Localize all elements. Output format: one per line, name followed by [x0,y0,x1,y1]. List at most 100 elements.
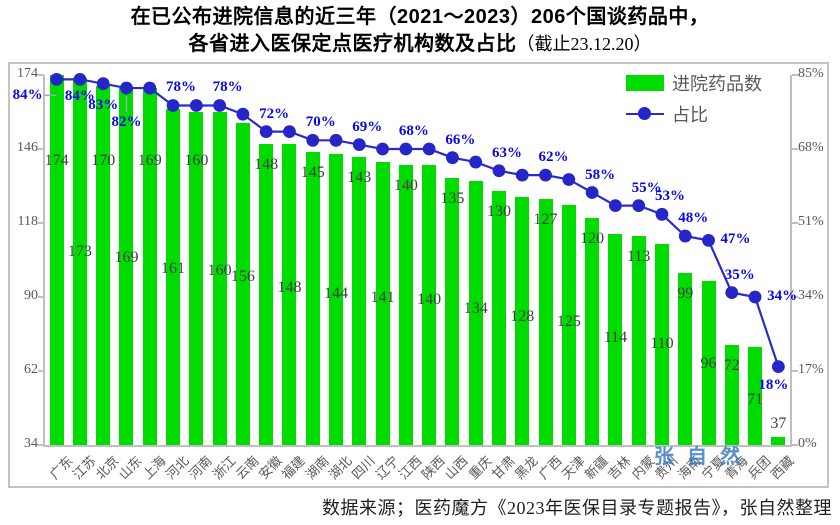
bar-重庆 [468,180,483,445]
pct-label-北京: 83% [88,96,119,113]
y-axis-right-line [790,75,792,447]
line-dot-上海 [143,81,157,95]
line-dot-广西 [539,168,552,182]
bar-内蒙 [631,236,646,445]
y-axis-left-label: 90 [24,288,38,303]
line-dot-广东 [50,72,64,86]
bar-value-label: 141 [370,289,395,307]
source-caption: 数据来源；医药魔方《2023年医保目录专题报告》，张自然整理 [322,498,832,518]
y-axis-right-tick [792,444,798,446]
line-dot-西藏 [771,360,785,374]
bar-天津 [561,204,576,445]
bar-江西 [398,164,413,445]
bar-value-label: 156 [230,267,255,285]
line-dot-江西 [399,142,413,156]
y-axis-left-tick [38,370,44,372]
bar-value-label: 169 [137,152,162,169]
pct-label-河北: 78% [166,79,197,96]
pct-label-湖南: 70% [305,114,336,131]
bar-value-label: 143 [347,168,372,186]
bar-value-label: 174 [44,152,69,169]
chart-title-line2: 各省进入医保定点医疗机构数及占比（截止23.12.20） [0,31,840,58]
bar-湖北 [329,154,344,445]
y-axis-right-tick [792,370,798,372]
bar-黑龙 [515,196,530,445]
pct-label-山东: 82% [111,114,142,131]
pct-label-广东: 84% [12,87,43,104]
bar-value-label: 173 [67,242,92,260]
pct-label-浙江: 78% [212,79,243,96]
bar-value-label: 148 [254,155,279,173]
bar-北京 [96,85,111,445]
y-axis-right-tick [792,296,798,298]
line-dot-天津 [562,173,576,186]
line-dot-黑龙 [515,168,529,182]
legend-line-dot-icon [638,107,651,120]
legend: 进院药品数 占比 [626,74,762,136]
line-dot-吉林 [608,199,622,212]
bar-湖南 [305,151,320,445]
bar-value-label: 120 [580,229,605,247]
line-dot-贵州 [655,207,669,221]
bar-value-label: 170 [91,152,116,169]
bar-value-label: 140 [393,176,418,194]
pct-label-青海: 35% [724,266,755,283]
bar-value-label: 135 [440,190,465,208]
bar-value-label: 125 [556,312,581,330]
y-axis-left-tick [38,296,44,298]
bar-value-label: 99 [677,285,694,303]
pct-label-海南: 48% [678,210,709,227]
legend-line-swatch-icon [626,106,664,122]
y-axis-right-label: 68% [798,140,824,155]
bar-安徽 [259,143,274,445]
bar-浙江 [212,112,227,445]
bar-西藏 [771,437,786,445]
line-dot-云南 [236,107,250,121]
bar-河南 [189,112,204,445]
x-axis-line [43,445,792,447]
line-dot-青海 [725,286,739,300]
legend-bar-swatch-icon [626,75,664,91]
bar-value-label: 169 [114,248,139,266]
legend-bar-label: 进院药品数 [672,74,762,94]
bar-四川 [352,156,367,445]
line-dot-宁夏 [702,234,715,247]
y-axis-left-tick [38,74,44,76]
line-dot-新疆 [585,186,599,199]
y-axis-right-tick [792,74,798,76]
bar-value-label: 96 [700,354,717,372]
y-axis-left-tick [38,222,44,224]
line-dot-河南 [189,99,203,112]
y-axis-right-label: 85% [798,66,824,81]
bar-value-label: 37 [770,415,787,433]
bar-广东 [49,75,64,445]
line-dot-江苏 [73,72,87,86]
bar-新疆 [585,217,600,445]
line-dot-四川 [352,138,366,152]
bar-福建 [282,143,297,445]
chart-title-line2-main: 各省进入医保定点医疗机构数及占比 [188,33,517,55]
pct-label-内蒙: 55% [631,179,662,196]
legend-item-bars: 进院药品数 [626,74,762,94]
pct-label-江西: 68% [398,123,429,139]
line-dot-湖南 [306,133,320,147]
pct-label-兵团: 34% [767,288,798,304]
bar-广西 [538,199,553,445]
y-axis-left-label: 174 [17,66,38,81]
line-dot-湖北 [329,133,343,147]
bar-value-label: 140 [417,290,442,308]
pct-label-宁夏: 47% [720,231,751,248]
pct-label-江苏: 84% [64,88,95,105]
bar-兵团 [748,347,763,445]
pct-label-广西: 62% [538,149,569,166]
line-dot-河北 [166,99,180,112]
pct-label-西藏: 18% [758,376,789,393]
bar-吉林 [608,233,623,445]
bar-山东 [119,88,134,445]
bar-河北 [166,109,181,445]
y-axis-left-tick [38,148,44,150]
pct-label-甘肃: 63% [491,144,522,161]
y-axis-right-tick [792,222,798,224]
